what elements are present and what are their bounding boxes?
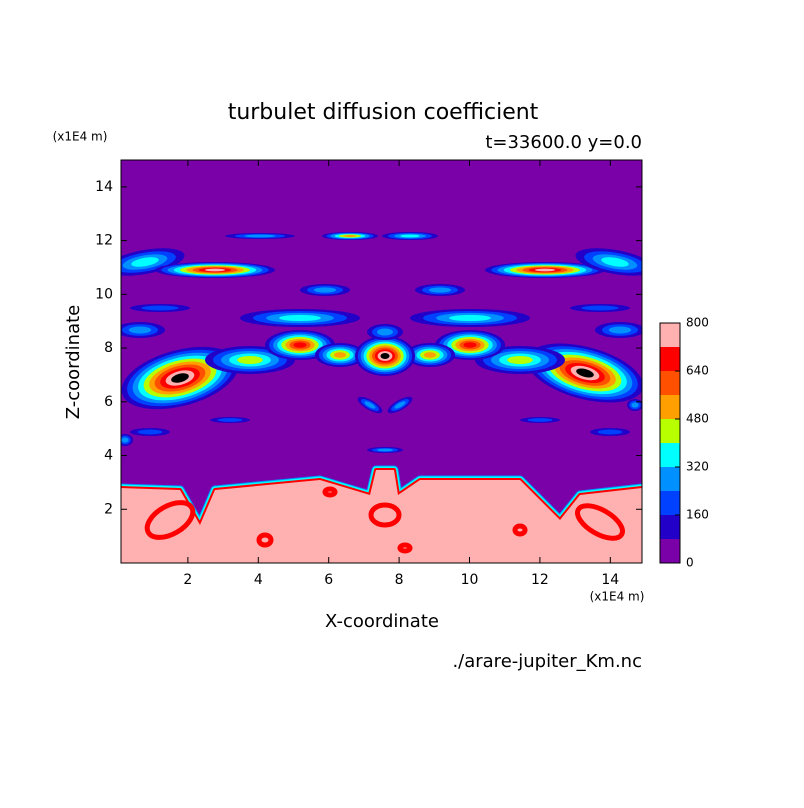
colorbar-tick-label: 320 <box>686 460 709 474</box>
contour-region <box>244 234 276 238</box>
colorbar-band <box>660 467 680 491</box>
y-tick-label: 14 <box>95 179 113 195</box>
y-tick-label: 8 <box>104 340 113 356</box>
colorbar-band <box>660 491 680 515</box>
x-tick-label: 8 <box>395 572 404 588</box>
contour-region <box>397 542 413 554</box>
contour-region <box>527 418 553 422</box>
x-tick-label: 4 <box>254 572 263 588</box>
contour-region <box>279 314 321 322</box>
y-tick-label: 4 <box>104 448 113 464</box>
colorbar-band <box>660 371 680 395</box>
source-file: ./arare-jupiter_Km.nc <box>452 651 642 672</box>
contour-region <box>137 429 163 435</box>
contour-region <box>128 326 152 334</box>
contour-region <box>377 448 393 452</box>
contour-region <box>423 352 437 358</box>
contour-region <box>601 257 629 267</box>
colorbar-tick-label: 0 <box>686 556 694 570</box>
colorbar-band <box>660 419 680 443</box>
contour-region <box>449 314 491 322</box>
contour-region <box>575 503 625 541</box>
contour-region <box>377 328 393 336</box>
contour-region <box>581 305 619 311</box>
contour-region <box>608 326 632 334</box>
colorbar-tick-label: 480 <box>686 412 709 426</box>
x-axis-label: X-coordinate <box>325 611 439 632</box>
contour-region <box>333 352 347 358</box>
contour-region <box>535 268 555 272</box>
y-unit: (x1E4 m) <box>53 130 108 144</box>
x-tick-label: 6 <box>324 572 333 588</box>
contour-field <box>121 160 642 563</box>
colorbar-tick-label: 640 <box>686 364 709 378</box>
y-axis-label: Z-coordinate <box>63 305 84 420</box>
chart-title: turbulet diffusion coefficient <box>228 100 539 125</box>
colorbar-band <box>660 539 680 563</box>
contour-region <box>631 402 639 408</box>
contour-region <box>171 373 189 383</box>
y-tick-label: 2 <box>104 501 113 517</box>
colorbar-tick-label: 160 <box>686 508 709 522</box>
contour-region <box>293 342 307 348</box>
contour-region <box>205 268 225 272</box>
colorbar-band <box>660 323 680 347</box>
contour-region <box>428 287 452 293</box>
x-tick-label: 14 <box>601 572 619 588</box>
contour-region <box>394 401 406 409</box>
contour-region <box>313 287 337 293</box>
contour-region <box>507 356 533 364</box>
contour-region <box>131 257 159 267</box>
x-unit: (x1E4 m) <box>590 590 645 604</box>
contour-region <box>121 470 642 563</box>
contour-region <box>368 502 402 528</box>
contour-region <box>217 418 243 422</box>
colorbar-tick-label: 800 <box>686 316 709 330</box>
y-tick-label: 6 <box>104 394 113 410</box>
contour-region <box>576 368 594 378</box>
colorbar-band <box>660 443 680 467</box>
colorbar-band <box>660 347 680 371</box>
plot-frame <box>120 159 643 564</box>
contour-region <box>343 235 357 237</box>
contour-region <box>144 500 196 540</box>
colorbar-band <box>660 395 680 419</box>
contour-region <box>364 401 376 409</box>
contour-region <box>237 356 263 364</box>
colorbar-frame <box>659 322 681 564</box>
contour-region <box>121 437 129 443</box>
colorbar-band <box>660 515 680 539</box>
contour-region <box>256 532 274 548</box>
y-tick-label: 12 <box>95 233 113 249</box>
y-tick-label: 10 <box>95 286 113 302</box>
contour-region <box>322 486 338 498</box>
contour-region <box>380 352 390 360</box>
contour-region <box>141 305 179 311</box>
subtitle: t=33600.0 y=0.0 <box>485 132 642 153</box>
contour-region <box>512 523 528 537</box>
contour-region <box>400 234 420 238</box>
contour-region <box>597 429 623 435</box>
x-tick-label: 2 <box>183 572 192 588</box>
contour-region <box>463 342 477 348</box>
x-tick-label: 12 <box>531 572 549 588</box>
x-tick-label: 10 <box>461 572 479 588</box>
